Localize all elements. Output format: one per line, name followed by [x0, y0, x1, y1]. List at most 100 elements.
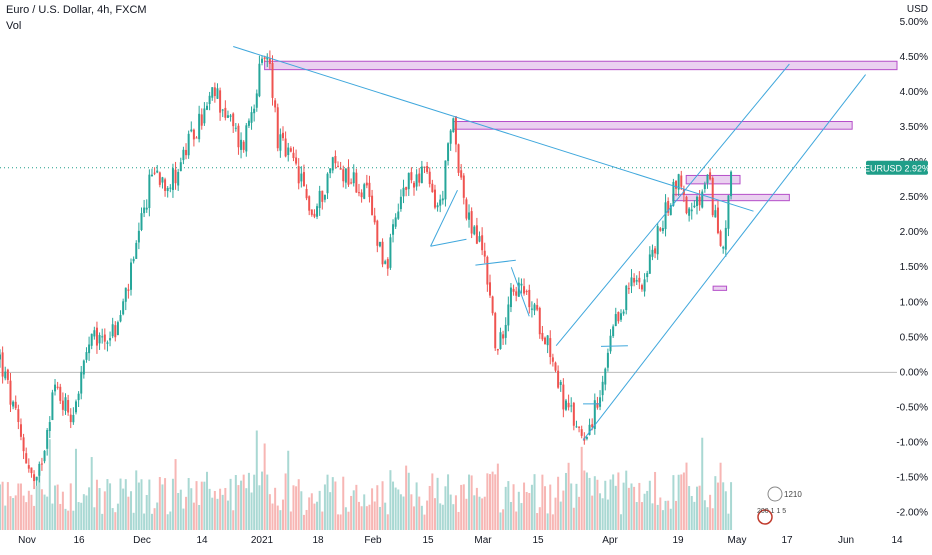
volume-bar [226, 500, 229, 530]
volume-bar [449, 494, 452, 530]
candle-body [499, 332, 502, 350]
candle-body [111, 324, 114, 337]
candle-body [520, 283, 523, 286]
zone-layer [264, 60, 898, 291]
volume-bar [570, 483, 573, 530]
volume-bar [680, 474, 683, 530]
candle-body [195, 137, 198, 139]
volume-bar [716, 482, 719, 530]
candle-body [250, 112, 253, 123]
candle-body [61, 400, 64, 410]
candle-body [724, 227, 727, 250]
candle-body [381, 241, 384, 265]
volume-bar [507, 481, 510, 530]
candle-body [109, 338, 112, 341]
volume-bar [219, 488, 222, 530]
candle-body [54, 384, 57, 392]
volume-bar [515, 511, 518, 530]
candle-body [132, 258, 135, 262]
x-tick-label: 19 [672, 535, 684, 546]
volume-bar [166, 514, 169, 530]
volume-bar [103, 491, 106, 530]
volume-bar [56, 484, 59, 530]
candle-body [88, 344, 91, 354]
volume-bar [221, 494, 224, 530]
volume-bar [392, 481, 395, 530]
candle-body [80, 371, 83, 394]
candle-body [347, 166, 350, 185]
x-tick-label: 18 [312, 535, 324, 546]
candle-body [667, 201, 670, 213]
candle-body [410, 172, 413, 181]
volume-bar [378, 506, 381, 530]
volume-bar [43, 494, 46, 530]
candle-body [549, 338, 552, 358]
candle-body [575, 426, 578, 428]
candle-body [182, 149, 185, 161]
volume-bar [268, 494, 271, 530]
candle-body [150, 174, 153, 177]
volume-bar [627, 487, 630, 530]
volume-bar [693, 501, 696, 530]
volume-bar [33, 505, 36, 530]
candle-body [56, 386, 59, 388]
candle-body [226, 115, 229, 118]
candle-body [153, 172, 156, 174]
candle-body [646, 273, 649, 278]
volume-bar [140, 479, 143, 530]
candle-body [711, 177, 714, 216]
candle-body [51, 392, 54, 421]
candle-body [609, 335, 612, 352]
volume-bar [295, 486, 298, 530]
volume-bar [90, 457, 93, 530]
volume-bar [206, 471, 209, 530]
candle-layer [0, 50, 733, 490]
candle-body [488, 282, 491, 296]
candle-body [612, 326, 615, 337]
trendline [430, 238, 467, 247]
volume-bar [523, 482, 526, 530]
price-tag-text: EURUSD 2.92% [864, 164, 930, 174]
volume-bar [622, 482, 625, 530]
candle-body [625, 285, 628, 311]
volume-bar [452, 504, 455, 530]
volume-bar [719, 462, 722, 530]
candle-body [106, 342, 109, 344]
candle-body [436, 205, 439, 208]
candle-body [352, 172, 355, 184]
volume-bar [137, 482, 140, 530]
candle-body [232, 113, 235, 127]
candle-body [48, 422, 51, 432]
candle-body [695, 196, 698, 207]
volume-bar [130, 491, 133, 530]
volume-bar [337, 514, 340, 530]
candle-body [318, 190, 321, 209]
volume-bar [61, 491, 64, 530]
candle-body [38, 463, 41, 476]
candle-body [17, 409, 20, 422]
volume-bar [237, 485, 240, 530]
candle-body [675, 181, 678, 189]
candle-body [533, 304, 536, 311]
candle-body [591, 424, 594, 428]
candle-body [192, 129, 195, 140]
candle-body [536, 305, 539, 310]
candle-body [433, 189, 436, 208]
volume-bar [643, 493, 646, 530]
candle-body [67, 400, 70, 413]
candle-body [326, 173, 329, 194]
volume-bar [413, 506, 416, 530]
candle-body [622, 311, 625, 314]
volume-bar [494, 474, 497, 530]
candle-body [394, 217, 397, 227]
candle-body [465, 199, 468, 219]
candle-body [457, 144, 460, 173]
candle-body [378, 241, 381, 247]
candle-body [279, 134, 282, 151]
candle-body [460, 170, 463, 178]
volume-bar [376, 485, 379, 530]
volume-bar [148, 479, 151, 530]
candle-body [143, 207, 146, 214]
